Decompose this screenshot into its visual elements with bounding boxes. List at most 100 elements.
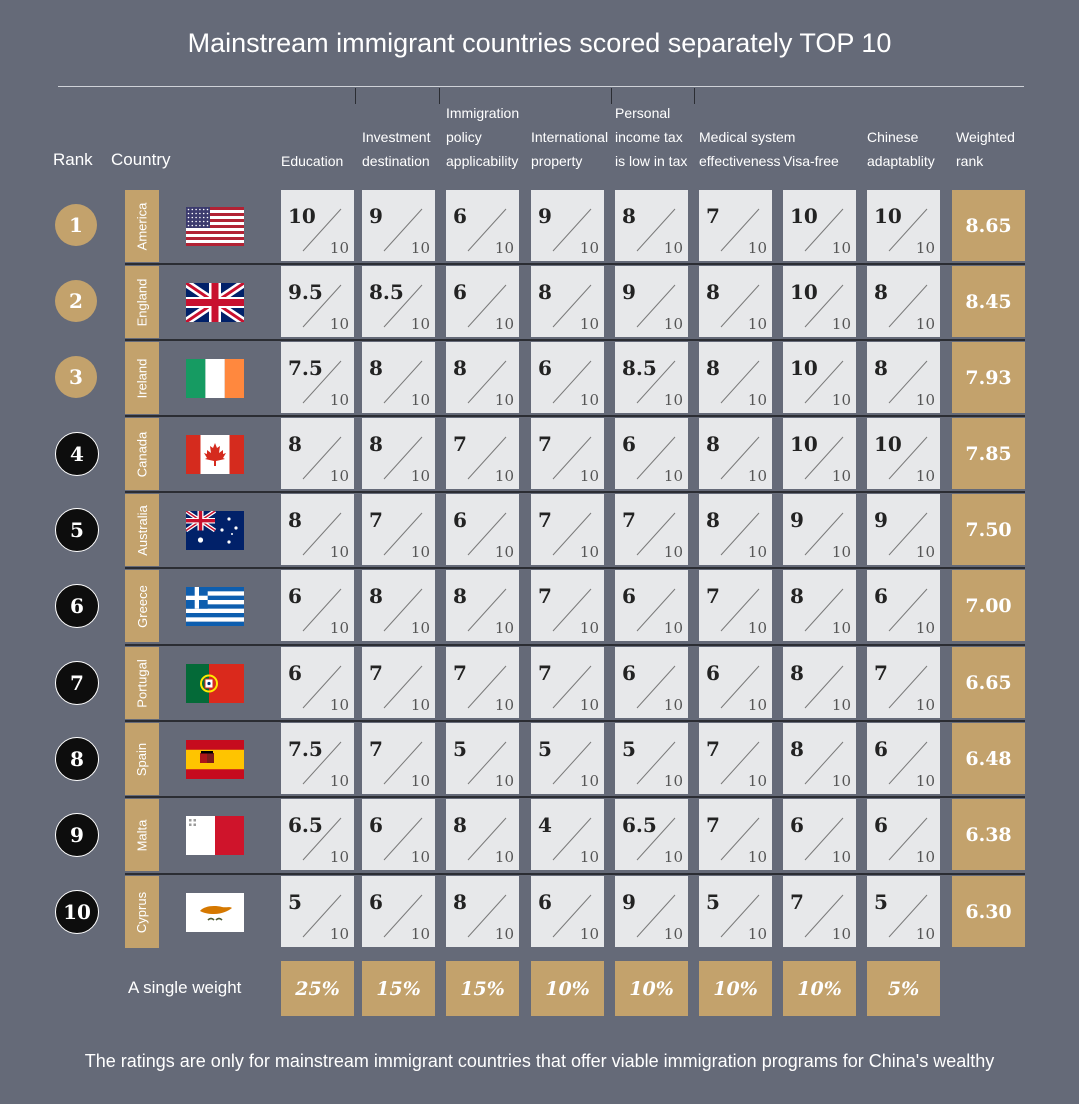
score-value: 9.5 bbox=[288, 280, 323, 304]
header-separator bbox=[355, 88, 356, 104]
weighted-rank: 6.65 bbox=[952, 647, 1025, 718]
score-max: 10 bbox=[494, 619, 514, 637]
score-cell: 5 10 bbox=[699, 876, 772, 947]
slash-divider bbox=[552, 665, 592, 709]
score-value: 7 bbox=[453, 661, 467, 685]
score-cell: 8 10 bbox=[699, 418, 772, 489]
country-label: Spain bbox=[125, 723, 159, 795]
score-value: 5 bbox=[706, 890, 720, 914]
score-cell: 6 10 bbox=[531, 876, 604, 947]
score-cell: 9 10 bbox=[783, 494, 856, 565]
score-cell: 7.5 10 bbox=[281, 342, 354, 413]
score-cell: 8 10 bbox=[446, 876, 519, 947]
score-cell: 6 10 bbox=[783, 799, 856, 870]
score-cell: 9 10 bbox=[615, 876, 688, 947]
score-value: 10 bbox=[790, 280, 818, 304]
country-label: Greece bbox=[125, 570, 159, 642]
slash-divider bbox=[888, 436, 928, 480]
score-max: 10 bbox=[747, 467, 767, 485]
score-max: 10 bbox=[329, 315, 349, 333]
score-max: 10 bbox=[831, 467, 851, 485]
score-cell: 6 10 bbox=[362, 876, 435, 947]
column-header-line: Medical system bbox=[699, 129, 796, 145]
score-value: 8 bbox=[288, 432, 302, 456]
score-max: 10 bbox=[410, 467, 430, 485]
slash-divider bbox=[302, 588, 342, 632]
score-cell: 6 10 bbox=[867, 570, 940, 641]
score-value: 8 bbox=[706, 280, 720, 304]
row-divider bbox=[125, 873, 1025, 875]
score-cell: 7 10 bbox=[867, 647, 940, 718]
score-cell: 7 10 bbox=[362, 723, 435, 794]
score-cell: 8 10 bbox=[699, 342, 772, 413]
slash-divider bbox=[720, 588, 760, 632]
weighted-rank: 6.30 bbox=[952, 876, 1025, 947]
score-max: 10 bbox=[410, 543, 430, 561]
weighted-rank: 7.85 bbox=[952, 418, 1025, 489]
score-value: 8 bbox=[874, 280, 888, 304]
score-cell: 10 10 bbox=[783, 342, 856, 413]
portugal-flag-icon bbox=[186, 664, 244, 703]
score-value: 5 bbox=[874, 890, 888, 914]
column-header: Visa-free bbox=[783, 149, 839, 173]
column-header-line: Immigration bbox=[446, 105, 520, 121]
weights-label: A single weight bbox=[128, 978, 242, 997]
score-max: 10 bbox=[329, 543, 349, 561]
score-value: 7.5 bbox=[288, 737, 323, 761]
score-value: 7 bbox=[538, 432, 552, 456]
score-cell: 8 10 bbox=[362, 570, 435, 641]
score-cell: 8.5 10 bbox=[615, 342, 688, 413]
score-max: 10 bbox=[831, 239, 851, 257]
score-max: 10 bbox=[831, 696, 851, 714]
slash-divider bbox=[720, 665, 760, 709]
score-value: 6 bbox=[538, 356, 552, 380]
column-header-line: effectiveness bbox=[699, 153, 781, 169]
score-max: 10 bbox=[410, 925, 430, 943]
score-value: 6 bbox=[369, 813, 383, 837]
score-max: 10 bbox=[410, 848, 430, 866]
score-value: 8 bbox=[706, 432, 720, 456]
country-label: America bbox=[125, 190, 159, 262]
column-header-line: Chinese bbox=[867, 129, 919, 145]
score-value: 6 bbox=[369, 890, 383, 914]
score-value: 7 bbox=[706, 204, 720, 228]
score-cell: 5 10 bbox=[446, 723, 519, 794]
score-cell: 7 10 bbox=[531, 570, 604, 641]
slash-divider bbox=[636, 208, 676, 252]
country-name: Canada bbox=[134, 431, 150, 477]
score-max: 10 bbox=[663, 696, 683, 714]
slash-divider bbox=[302, 360, 342, 404]
score-cell: 6 10 bbox=[615, 418, 688, 489]
column-header-line: Investment bbox=[362, 129, 431, 145]
score-max: 10 bbox=[579, 543, 599, 561]
header-separator bbox=[694, 88, 695, 104]
slash-divider bbox=[888, 817, 928, 861]
score-cell: 6 10 bbox=[446, 494, 519, 565]
slash-divider bbox=[552, 741, 592, 785]
column-header-line: destination bbox=[362, 153, 430, 169]
slash-divider bbox=[636, 588, 676, 632]
score-cell: 8 10 bbox=[867, 342, 940, 413]
score-value: 8 bbox=[790, 661, 804, 685]
score-cell: 5 10 bbox=[867, 876, 940, 947]
slash-divider bbox=[804, 512, 844, 556]
row-divider bbox=[125, 415, 1025, 417]
score-cell: 7 10 bbox=[362, 494, 435, 565]
slash-divider bbox=[467, 665, 507, 709]
slash-divider bbox=[720, 436, 760, 480]
score-value: 5 bbox=[288, 890, 302, 914]
score-cell: 7 10 bbox=[531, 418, 604, 489]
column-header-line: International bbox=[531, 129, 609, 145]
score-cell: 7 10 bbox=[362, 647, 435, 718]
score-cell: 9 10 bbox=[531, 190, 604, 261]
slash-divider bbox=[383, 284, 423, 328]
slash-divider bbox=[552, 284, 592, 328]
weight-cell: 10% bbox=[699, 961, 772, 1016]
score-max: 10 bbox=[410, 315, 430, 333]
score-value: 8 bbox=[622, 204, 636, 228]
score-value: 7 bbox=[538, 661, 552, 685]
rank-badge: 5 bbox=[55, 508, 99, 552]
score-value: 9 bbox=[622, 280, 636, 304]
canada-flag-icon bbox=[186, 435, 244, 474]
score-cell: 5 10 bbox=[615, 723, 688, 794]
